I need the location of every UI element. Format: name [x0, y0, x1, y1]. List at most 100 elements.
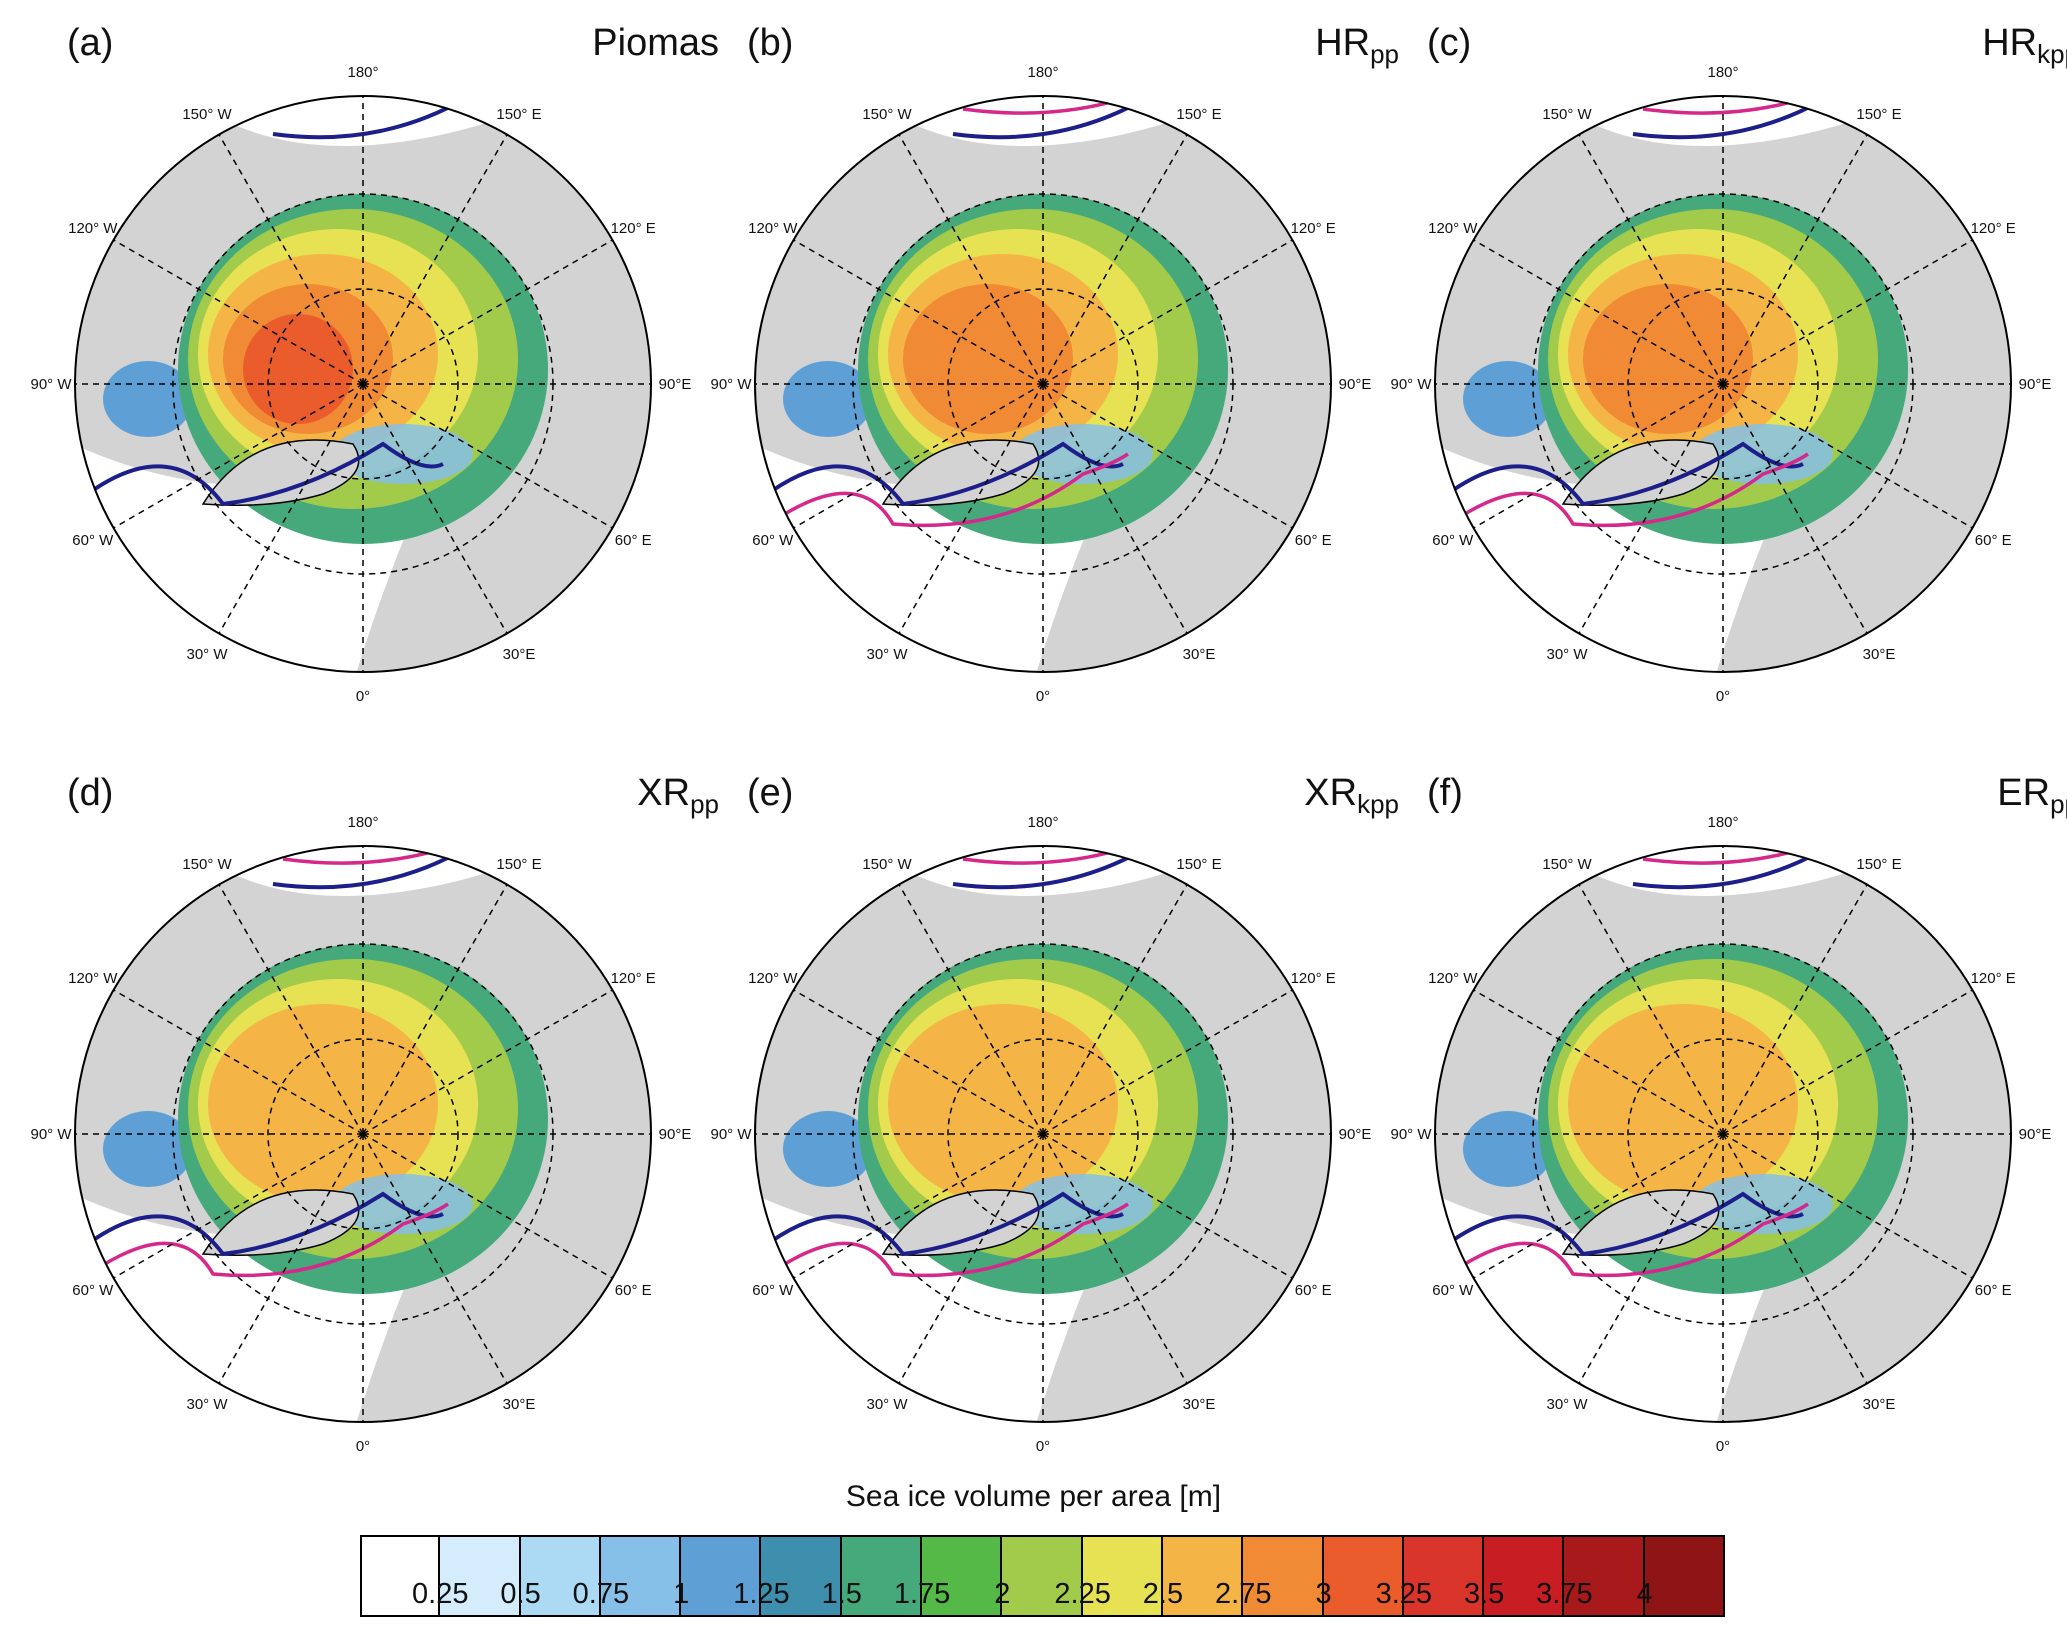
map-body [1435, 96, 2011, 672]
longitude-label: 180° [1027, 64, 1058, 81]
ice-edge-observed [755, 441, 1124, 516]
ice-contour-3 [1568, 1004, 1798, 1204]
longitude-label: 30° W [186, 646, 228, 663]
meridian [1722, 383, 1868, 634]
colorbar-tick: 2 [994, 1578, 1011, 1610]
meridian [1722, 383, 1973, 529]
greenland [881, 439, 1040, 506]
colorbar-cell [1484, 1535, 1565, 1617]
longitude-label: 0° [1716, 1438, 1730, 1455]
longitude-label: 90°E [1339, 376, 1372, 393]
colorbar-tick: 3.75 [1536, 1578, 1593, 1610]
longitude-label: 150° E [1176, 106, 1221, 123]
panel-title-main: Piomas [592, 22, 719, 64]
longitude-label: 60° W [1432, 532, 1474, 549]
meridian [1722, 1133, 1973, 1279]
meridian [1722, 1133, 1868, 1384]
longitude-label: 150° E [1856, 856, 1901, 873]
longitude-label: 0° [356, 688, 370, 705]
meridian [1473, 1133, 1724, 1279]
greenland [201, 439, 360, 506]
meridian [1578, 134, 1724, 385]
longitude-label: 90°E [659, 376, 692, 393]
longitude-label: 60° W [752, 532, 794, 549]
meridian [362, 1133, 508, 1384]
map-border [1434, 845, 2012, 1423]
longitude-label: 120° E [1291, 220, 1336, 237]
colorbar-ticks: 0.25 0.5 0.75 1 1.25 1.5 1.75 2 2.25 2.5 2.75 3 3.25… [360, 1578, 1725, 1618]
colorbar-cell [1644, 1535, 1725, 1617]
meridian [362, 134, 508, 385]
panel-c: (c) HRkpp 180° 150° E 120° E 90°E 60° E 30°E 0° 3… [1390, 18, 2067, 768]
colorbar-cell [600, 1535, 682, 1617]
longitude-label: 0° [1036, 688, 1050, 705]
longitude-label: 150° E [496, 856, 541, 873]
colorbar-cell [841, 1535, 923, 1617]
ice-edge-model-pacific [962, 846, 1164, 865]
panel-title: ERpp [1997, 774, 2067, 817]
longitude-label: 120° E [1971, 970, 2016, 987]
longitude-label: 180° [347, 64, 378, 81]
panel-label: (a) [67, 22, 114, 64]
map-body [755, 96, 1331, 672]
longitude-label: 90°E [2019, 1126, 2052, 1143]
colorbar-tick: 0.5 [500, 1578, 541, 1610]
ice-contour-4 [903, 284, 1073, 434]
longitude-label: 60° W [72, 1282, 114, 1299]
panel-title-subscript: pp [1370, 39, 1399, 69]
meridian [1042, 1133, 1293, 1279]
meridian [1042, 134, 1188, 385]
panel-title-main: XR [637, 772, 691, 814]
longitude-label: 90°E [2019, 376, 2052, 393]
colorbar-tick: 3 [1315, 1578, 1332, 1610]
meridian [793, 1133, 1044, 1279]
colorbar-cell [1162, 1535, 1244, 1617]
meridian [113, 1133, 364, 1279]
meridian [218, 383, 364, 634]
longitude-label: 180° [1027, 814, 1058, 831]
latitude-circle [1627, 288, 1819, 480]
panel-f: (f) ERpp 180° 150° E 120° E 90°E 60° E 30°E 0° 30… [1390, 768, 2067, 1518]
latitude-circle [947, 1038, 1139, 1230]
panel-title: XRpp [637, 774, 719, 817]
panel-title: Piomas [592, 24, 719, 62]
longitude-label: 60° E [1975, 1282, 2012, 1299]
longitude-label: 30°E [503, 1396, 536, 1413]
longitude-label: 90°E [659, 1126, 692, 1143]
colorbar [360, 1535, 1725, 1617]
ice-edge-observed [1435, 1191, 1804, 1266]
longitude-label: 150° W [1542, 106, 1592, 123]
latitude-circle [1627, 1038, 1819, 1230]
panel-label: (b) [747, 22, 794, 64]
ice-edge-observed [755, 1191, 1124, 1266]
meridian [218, 884, 364, 1135]
meridian [362, 884, 508, 1135]
meridian [362, 383, 508, 634]
meridian [113, 239, 364, 385]
ice-contour-3 [888, 1004, 1118, 1204]
meridian [1042, 383, 1188, 634]
longitude-label: 120° E [611, 220, 656, 237]
colorbar-cell [1564, 1535, 1645, 1617]
colorbar-cell [1002, 1535, 1083, 1617]
longitude-label: 90° W [1390, 1126, 1432, 1143]
meridian [898, 1133, 1044, 1384]
panel-title-main: HR [1315, 22, 1371, 64]
longitude-label: 60° E [1295, 532, 1332, 549]
colorbar-tick: 2.75 [1215, 1578, 1272, 1610]
ice-edge-observed [75, 1191, 444, 1266]
longitude-label: 30° W [186, 1396, 228, 1413]
hudson-bay-ice [1463, 1111, 1553, 1187]
colorbar-tick: 0.75 [572, 1578, 630, 1610]
map-body [75, 96, 651, 672]
longitude-label: 60° E [615, 532, 652, 549]
ice-edge-model [1435, 1202, 1809, 1296]
colorbar-tick: 1 [673, 1578, 690, 1610]
longitude-label: 120° W [1428, 970, 1478, 987]
meridian [1578, 1133, 1724, 1384]
meridian [1722, 884, 1868, 1135]
longitude-label: 90° W [1390, 376, 1432, 393]
panel-title-main: HR [1982, 22, 2038, 64]
ice-contour-4 [1583, 284, 1753, 434]
polar-map: 180° 150° E 120° E 90°E 60° E 30°E 0° 30° W 60° … [710, 814, 1371, 1455]
